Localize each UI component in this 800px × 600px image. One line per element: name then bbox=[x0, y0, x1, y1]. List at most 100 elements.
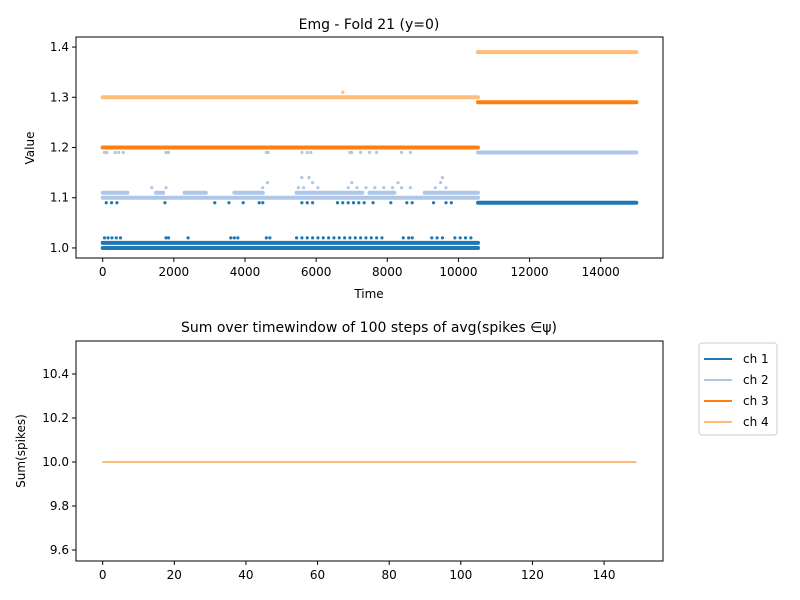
y-tick-label: 10.4 bbox=[42, 367, 69, 381]
data-point bbox=[350, 181, 354, 185]
data-point bbox=[367, 150, 372, 155]
legend-entry: ch 3 bbox=[704, 394, 769, 408]
x-tick-label: 100 bbox=[449, 568, 472, 582]
y-tick-label: 9.8 bbox=[50, 499, 69, 513]
data-point bbox=[105, 150, 109, 155]
data-point bbox=[261, 186, 265, 190]
chart-top-title: Emg - Fold 21 (y=0) bbox=[299, 17, 440, 33]
chart-top-y-axis-title: Value bbox=[23, 132, 37, 165]
data-point bbox=[300, 236, 304, 240]
x-tick-label: 20 bbox=[167, 568, 182, 582]
data-point bbox=[440, 176, 445, 180]
data-point bbox=[118, 236, 123, 240]
data-point bbox=[353, 236, 357, 240]
x-tick-label: 0 bbox=[99, 568, 107, 582]
data-point bbox=[399, 186, 404, 190]
x-tick-label: 60 bbox=[310, 568, 325, 582]
x-tick-label: 8000 bbox=[372, 265, 403, 279]
data-point bbox=[150, 186, 154, 190]
data-point bbox=[102, 150, 107, 155]
data-point bbox=[261, 201, 265, 205]
data-point bbox=[399, 150, 404, 155]
data-point bbox=[431, 201, 436, 205]
chart-top: Emg - Fold 21 (y=0) 0 2000 4000 6000 8000 100… bbox=[23, 17, 664, 301]
y-tick-label: 1.0 bbox=[50, 241, 69, 255]
data-point bbox=[316, 186, 320, 190]
data-point bbox=[444, 201, 448, 205]
data-point bbox=[186, 236, 190, 240]
data-point bbox=[335, 201, 340, 205]
data-point bbox=[391, 186, 395, 190]
data-point bbox=[302, 186, 306, 190]
legend-label: ch 1 bbox=[743, 352, 769, 366]
x-tick-label: 12000 bbox=[510, 265, 548, 279]
legend: ch 1 ch 2 ch 3 ch 4 bbox=[698, 342, 778, 436]
data-point bbox=[463, 236, 468, 240]
x-tick-label: 2000 bbox=[159, 265, 190, 279]
data-point bbox=[232, 236, 236, 240]
series-2 bbox=[100, 150, 639, 200]
data-point bbox=[321, 236, 325, 240]
chart-top-x-axis-title: Time bbox=[353, 287, 383, 301]
legend-entry: ch 4 bbox=[704, 415, 769, 429]
data-point bbox=[294, 236, 299, 240]
data-point bbox=[164, 186, 168, 190]
data-point bbox=[362, 201, 366, 205]
data-point bbox=[410, 201, 414, 205]
data-point bbox=[266, 150, 270, 155]
data-point bbox=[341, 90, 345, 94]
chart-bottom: Sum over timewindow of 100 steps of avg(… bbox=[14, 320, 778, 582]
data-point bbox=[389, 201, 393, 205]
data-point bbox=[300, 176, 304, 180]
data-point bbox=[439, 181, 443, 185]
x-tick-label: 140 bbox=[593, 568, 616, 582]
data-point bbox=[241, 201, 245, 205]
data-point bbox=[268, 236, 272, 240]
data-point bbox=[300, 150, 304, 155]
data-point bbox=[407, 236, 411, 240]
data-point bbox=[355, 186, 359, 190]
data-point bbox=[410, 236, 414, 240]
data-point bbox=[257, 201, 261, 205]
data-point bbox=[342, 236, 347, 240]
legend-box bbox=[698, 342, 778, 436]
x-tick-label: 4000 bbox=[230, 265, 261, 279]
legend-label: ch 2 bbox=[743, 373, 769, 387]
x-tick-label: 14000 bbox=[582, 265, 620, 279]
data-point bbox=[115, 201, 119, 205]
data-point bbox=[346, 201, 350, 205]
data-point bbox=[408, 150, 413, 155]
data-point bbox=[164, 236, 168, 240]
data-point bbox=[316, 236, 320, 240]
data-point bbox=[380, 236, 384, 240]
legend-label: ch 4 bbox=[743, 415, 769, 429]
chart-top-plot-area bbox=[100, 50, 639, 250]
data-point bbox=[332, 236, 336, 240]
data-point bbox=[236, 236, 240, 240]
chart-bottom-x-axis: 0 20 40 60 80 100 120 140 bbox=[99, 561, 616, 582]
data-point bbox=[369, 236, 373, 240]
data-point bbox=[300, 201, 304, 205]
y-tick-label: 10.0 bbox=[42, 455, 69, 469]
data-point bbox=[351, 201, 356, 205]
data-point bbox=[364, 186, 368, 190]
series-4 bbox=[100, 50, 639, 100]
x-tick-label: 80 bbox=[382, 568, 397, 582]
data-point bbox=[113, 150, 117, 155]
data-point bbox=[364, 236, 368, 240]
y-tick-label: 1.3 bbox=[50, 90, 69, 104]
data-point bbox=[382, 186, 386, 190]
data-point bbox=[430, 236, 434, 240]
data-point bbox=[102, 236, 107, 240]
data-point bbox=[310, 236, 315, 240]
data-point bbox=[453, 236, 457, 240]
x-tick-label: 120 bbox=[521, 568, 544, 582]
x-tick-label: 0 bbox=[99, 265, 107, 279]
data-point bbox=[229, 236, 233, 240]
chart-top-x-axis: 0 2000 4000 6000 8000 10000 12000 14000 bbox=[99, 258, 620, 279]
data-point bbox=[348, 236, 352, 240]
data-point bbox=[350, 150, 354, 155]
data-point bbox=[433, 186, 437, 190]
